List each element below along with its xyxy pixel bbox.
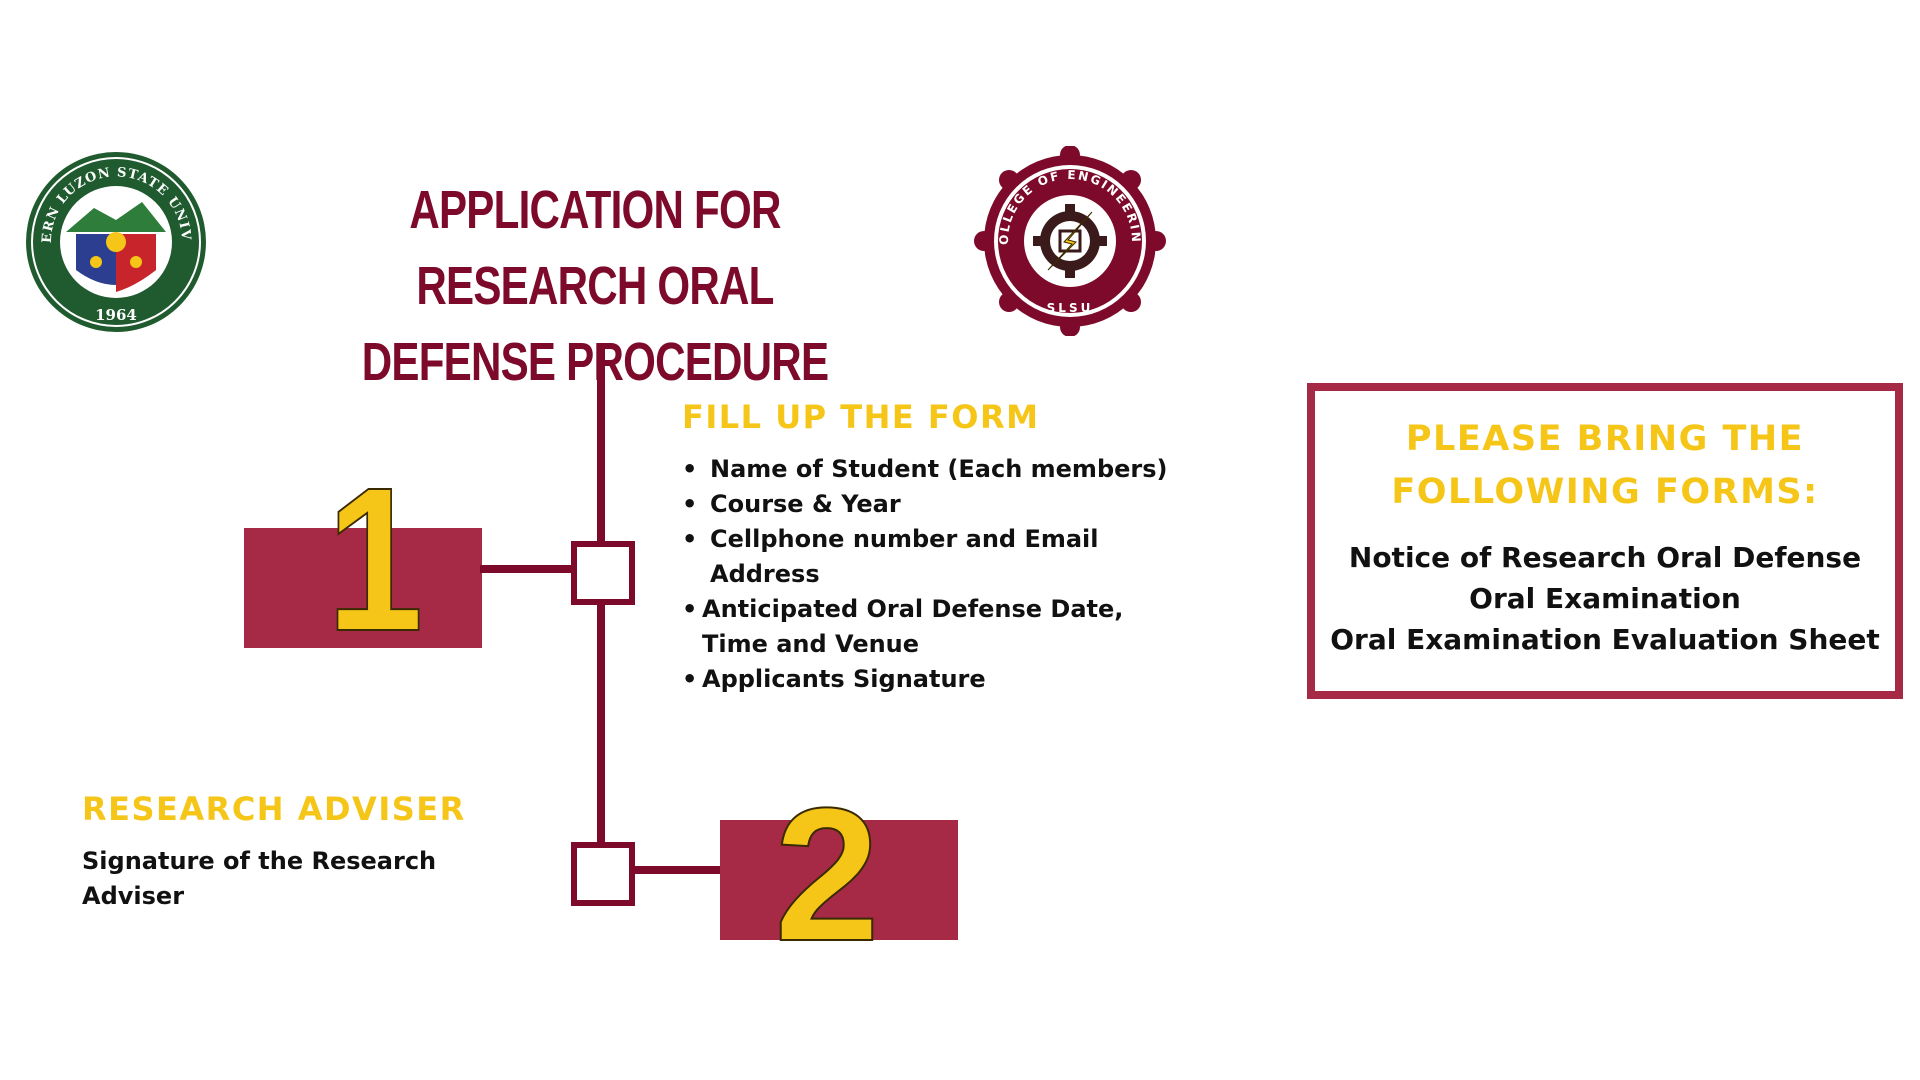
university-seal-icon: SOUTHERN LUZON STATE UNIVERSITY 1964	[17, 139, 209, 335]
forms-box-title: PLEASE BRING THE FOLLOWING FORMS:	[1315, 413, 1895, 519]
step-2-heading: RESEARCH ADVISER	[82, 790, 466, 828]
engineering-seal-bottom-text: SLSU	[1047, 301, 1094, 315]
page-title: APPLICATION FOR RESEARCH ORAL DEFENSE PR…	[295, 172, 896, 400]
step-1-node	[571, 541, 635, 605]
form-item: Oral Examination Evaluation Sheet	[1330, 623, 1880, 656]
step-1-connector	[480, 565, 572, 573]
page-title-line-2: DEFENSE PROCEDURE	[361, 332, 829, 392]
step-1-heading: FILL UP THE FORM	[682, 398, 1040, 436]
university-seal-year: 1964	[95, 306, 137, 324]
forms-list: Notice of Research Oral Defense Oral Exa…	[1315, 537, 1895, 660]
form-item: Oral Examination	[1469, 582, 1741, 615]
step-2-number-box	[720, 820, 958, 940]
forms-box-title-line-1: PLEASE BRING THE	[1405, 419, 1805, 459]
step-1-number: 1	[326, 445, 425, 674]
engineering-seal-icon: COLLEGE OF ENGINEERING SLSU	[966, 135, 1168, 337]
list-item: Applicants Signature	[682, 662, 1168, 697]
step-2-node	[571, 842, 635, 906]
forms-box-title-line-2: FOLLOWING FORMS:	[1391, 472, 1819, 512]
list-item: Cellphone number and Email Address	[682, 522, 1140, 592]
list-item: Course & Year	[682, 487, 1168, 522]
step-2-number: 2	[773, 769, 881, 981]
step-2-text: Signature of the Research Adviser	[82, 847, 437, 910]
step-1-list: Name of Student (Each members) Course & …	[682, 452, 1168, 697]
page-title-line-1: APPLICATION FOR RESEARCH ORAL	[409, 180, 781, 316]
step-2-connector	[630, 866, 722, 874]
forms-box: PLEASE BRING THE FOLLOWING FORMS: Notice…	[1307, 383, 1903, 699]
form-item: Notice of Research Oral Defense	[1348, 541, 1862, 574]
list-item: Name of Student (Each members)	[682, 452, 1168, 487]
step-1-number-box	[244, 528, 482, 648]
list-item: Anticipated Oral Defense Date, Time and …	[682, 592, 1142, 662]
